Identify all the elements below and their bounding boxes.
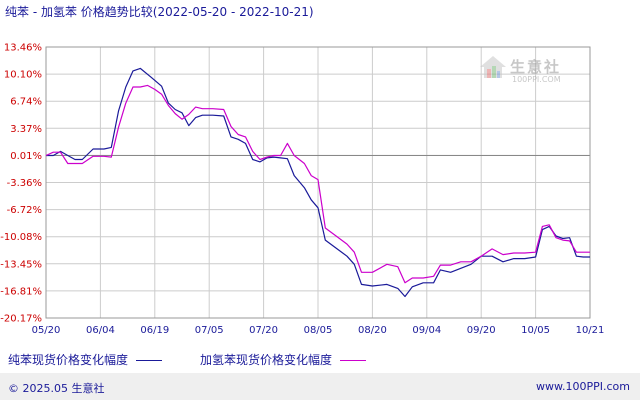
y-tick-label: 3.37% (10, 124, 42, 135)
x-tick-label: 08/05 (304, 325, 333, 336)
y-tick-label: 6.74% (10, 97, 42, 108)
x-tick-label: 10/05 (521, 325, 550, 336)
plot-border (45, 46, 591, 319)
series-line-2 (45, 84, 590, 284)
y-tick-label: -10.08% (0, 232, 42, 243)
legend-item-series1: 纯苯现货价格变化幅度 (8, 351, 163, 368)
house-logo-icon (480, 56, 506, 78)
legend-label-series1: 纯苯现货价格变化幅度 (8, 353, 129, 367)
x-tick-label: 09/20 (467, 325, 496, 336)
series-lines (45, 67, 590, 298)
legend-swatch-series1 (136, 360, 163, 361)
y-tick-label: -13.45% (0, 259, 42, 270)
x-tick-label: 06/04 (86, 325, 115, 336)
footer-copyright: © 2025.05 生意社 (8, 382, 105, 395)
legend-label-series2: 加氢苯现货价格变化幅度 (200, 353, 333, 367)
series-line-1 (46, 67, 590, 298)
price-trend-chart: 13.46% 10.10% 6.74% 3.37% 0.01% -3.36% -6.72% -… (0, 43, 605, 337)
x-tick-label: 08/20 (358, 325, 387, 336)
y-tick-label: -6.72% (7, 205, 42, 216)
y-tick-label: -20.17% (0, 314, 42, 325)
x-tick-label: 07/05 (195, 325, 224, 336)
legend-item-series2: 加氢苯现货价格变化幅度 (200, 351, 367, 368)
legend-swatch-series2 (340, 360, 367, 361)
y-tick-labels: 13.46% 10.10% 6.74% 3.37% 0.01% -3.36% -6.72% -… (0, 43, 42, 325)
y-tick-label: -16.81% (0, 286, 42, 297)
y-tick-label: 10.10% (4, 70, 42, 81)
y-tick-label: 0.01% (10, 151, 42, 162)
plot-frame (45, 46, 591, 319)
x-tick-labels: 05/20 06/04 06/19 07/05 07/20 08/05 08/20 09/04… (32, 325, 605, 336)
x-tick-label: 09/04 (412, 325, 441, 336)
x-tick-label: 06/19 (140, 325, 169, 336)
footer-bar: © 2025.05 生意社 www.100PPI.com (0, 373, 640, 400)
x-tick-label: 05/20 (32, 325, 61, 336)
footer-site-link[interactable]: www.100PPI.com (536, 380, 630, 393)
watermark-en: 100PPI.COM (512, 75, 561, 84)
y-tick-label: -3.36% (7, 178, 42, 189)
x-tick-label: 10/21 (576, 325, 605, 336)
y-tick-label: 13.46% (4, 43, 42, 54)
watermark-logo: 生意社 100PPI.COM (478, 54, 561, 84)
x-tick-label: 07/20 (249, 325, 278, 336)
watermark-cn: 生意社 (510, 58, 562, 76)
chart-title: 纯苯 - 加氢苯 价格趋势比较(2022-05-20 - 2022-10-21) (5, 5, 314, 19)
